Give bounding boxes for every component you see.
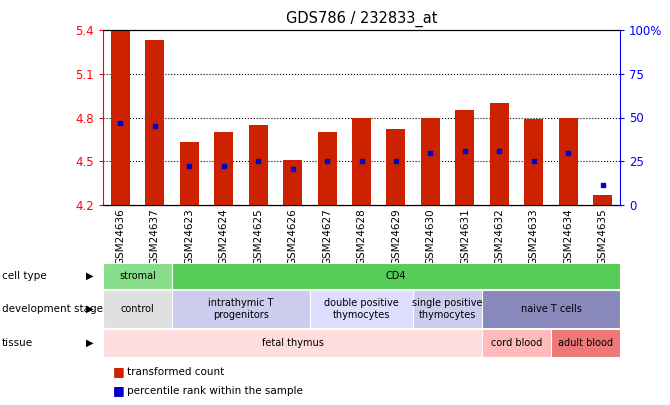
Text: GSM24632: GSM24632 bbox=[494, 208, 505, 264]
Text: GSM24626: GSM24626 bbox=[287, 208, 297, 264]
Text: GSM24623: GSM24623 bbox=[184, 208, 194, 264]
Bar bbox=[180, 142, 198, 205]
Text: ▶: ▶ bbox=[86, 304, 93, 314]
Bar bbox=[352, 117, 371, 205]
Bar bbox=[525, 119, 543, 205]
Text: single positive
thymocytes: single positive thymocytes bbox=[413, 298, 483, 320]
Text: ▶: ▶ bbox=[86, 271, 93, 281]
Text: tissue: tissue bbox=[2, 338, 33, 348]
Text: GSM24629: GSM24629 bbox=[391, 208, 401, 264]
Bar bbox=[145, 40, 164, 205]
Text: GSM24634: GSM24634 bbox=[563, 208, 574, 264]
Bar bbox=[387, 129, 405, 205]
Bar bbox=[551, 329, 620, 357]
Bar bbox=[283, 160, 302, 205]
Text: GSM24624: GSM24624 bbox=[218, 208, 228, 264]
Title: GDS786 / 232833_at: GDS786 / 232833_at bbox=[285, 11, 438, 27]
Bar bbox=[482, 329, 551, 357]
Bar bbox=[172, 263, 620, 289]
Text: percentile rank within the sample: percentile rank within the sample bbox=[127, 386, 303, 396]
Text: GSM24628: GSM24628 bbox=[356, 208, 366, 264]
Bar bbox=[456, 110, 474, 205]
Text: intrathymic T
progenitors: intrathymic T progenitors bbox=[208, 298, 273, 320]
Text: ■: ■ bbox=[113, 384, 125, 397]
Text: GSM24631: GSM24631 bbox=[460, 208, 470, 264]
Bar bbox=[318, 132, 336, 205]
Bar bbox=[413, 290, 482, 328]
Bar bbox=[214, 132, 233, 205]
Text: control: control bbox=[121, 304, 154, 314]
Text: ▶: ▶ bbox=[86, 338, 93, 348]
Bar bbox=[103, 329, 482, 357]
Text: fetal thymus: fetal thymus bbox=[261, 338, 324, 348]
Text: ■: ■ bbox=[113, 365, 125, 378]
Bar bbox=[249, 125, 267, 205]
Text: stromal: stromal bbox=[119, 271, 156, 281]
Text: adult blood: adult blood bbox=[558, 338, 613, 348]
Text: GSM24633: GSM24633 bbox=[529, 208, 539, 264]
Bar bbox=[482, 290, 620, 328]
Text: double positive
thymocytes: double positive thymocytes bbox=[324, 298, 399, 320]
Bar bbox=[103, 263, 172, 289]
Bar bbox=[310, 290, 413, 328]
Text: GSM24625: GSM24625 bbox=[253, 208, 263, 264]
Text: naive T cells: naive T cells bbox=[521, 304, 582, 314]
Text: GSM24637: GSM24637 bbox=[149, 208, 159, 264]
Text: cord blood: cord blood bbox=[491, 338, 542, 348]
Bar bbox=[172, 290, 310, 328]
Text: GSM24635: GSM24635 bbox=[598, 208, 608, 264]
Text: GSM24636: GSM24636 bbox=[115, 208, 125, 264]
Text: transformed count: transformed count bbox=[127, 367, 224, 377]
Bar bbox=[559, 117, 578, 205]
Bar bbox=[421, 117, 440, 205]
Text: cell type: cell type bbox=[2, 271, 47, 281]
Text: GSM24627: GSM24627 bbox=[322, 208, 332, 264]
Bar bbox=[103, 290, 172, 328]
Text: development stage: development stage bbox=[2, 304, 103, 314]
Bar bbox=[594, 195, 612, 205]
Text: GSM24630: GSM24630 bbox=[425, 208, 436, 264]
Bar bbox=[490, 103, 509, 205]
Bar bbox=[111, 32, 130, 205]
Text: CD4: CD4 bbox=[386, 271, 406, 281]
